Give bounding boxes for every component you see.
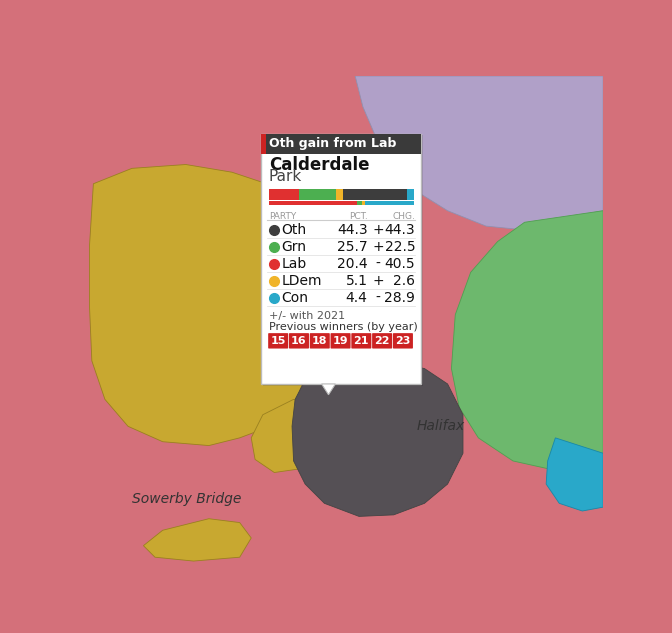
FancyBboxPatch shape: [310, 333, 330, 349]
Text: 20.4: 20.4: [337, 257, 368, 271]
Text: Halifax: Halifax: [417, 419, 465, 433]
Text: LDem: LDem: [282, 274, 322, 288]
Text: 40.5: 40.5: [384, 257, 415, 271]
FancyBboxPatch shape: [289, 333, 309, 349]
Text: +/- with 2021: +/- with 2021: [269, 311, 345, 321]
FancyBboxPatch shape: [261, 134, 421, 154]
Text: 22.5: 22.5: [384, 240, 415, 254]
Polygon shape: [292, 361, 463, 517]
Text: +: +: [372, 223, 384, 237]
Text: Grn: Grn: [282, 240, 306, 254]
Text: 44.3: 44.3: [384, 223, 415, 237]
Text: CHG.: CHG.: [392, 212, 415, 222]
Text: 25.7: 25.7: [337, 240, 368, 254]
FancyBboxPatch shape: [393, 333, 413, 349]
FancyBboxPatch shape: [366, 201, 414, 204]
Text: +: +: [372, 240, 384, 254]
Text: -: -: [376, 291, 381, 304]
FancyBboxPatch shape: [372, 333, 392, 349]
Text: 18: 18: [312, 336, 327, 346]
FancyBboxPatch shape: [269, 201, 358, 204]
Text: 28.9: 28.9: [384, 291, 415, 304]
Text: Oth: Oth: [282, 223, 306, 237]
Polygon shape: [89, 165, 317, 446]
Text: 23: 23: [395, 336, 411, 346]
Text: Lab: Lab: [282, 257, 306, 271]
FancyBboxPatch shape: [269, 189, 298, 200]
FancyBboxPatch shape: [343, 189, 407, 200]
Text: 2.6: 2.6: [393, 274, 415, 288]
FancyBboxPatch shape: [268, 333, 288, 349]
Text: PARTY: PARTY: [269, 212, 296, 222]
Polygon shape: [355, 76, 603, 230]
Text: PCT.: PCT.: [349, 212, 368, 222]
Text: 44.3: 44.3: [337, 223, 368, 237]
Polygon shape: [143, 518, 251, 561]
Text: Previous winners (by year): Previous winners (by year): [269, 322, 418, 332]
FancyBboxPatch shape: [261, 134, 266, 154]
FancyBboxPatch shape: [358, 201, 362, 204]
Polygon shape: [251, 399, 328, 472]
Polygon shape: [452, 211, 603, 468]
FancyBboxPatch shape: [331, 333, 351, 349]
Polygon shape: [546, 438, 603, 511]
Text: Sowerby Bridge: Sowerby Bridge: [132, 492, 241, 506]
FancyBboxPatch shape: [351, 333, 372, 349]
Text: 5.1: 5.1: [345, 274, 368, 288]
Text: Con: Con: [282, 291, 308, 304]
Text: 22: 22: [374, 336, 390, 346]
FancyBboxPatch shape: [336, 189, 343, 200]
Text: 15: 15: [271, 336, 286, 346]
Polygon shape: [322, 384, 335, 395]
Text: Park: Park: [269, 170, 302, 184]
FancyBboxPatch shape: [263, 135, 423, 385]
Text: 16: 16: [291, 336, 307, 346]
Text: 4.4: 4.4: [345, 291, 368, 304]
FancyBboxPatch shape: [261, 134, 421, 384]
Text: 21: 21: [353, 336, 369, 346]
Text: 19: 19: [333, 336, 348, 346]
FancyBboxPatch shape: [407, 189, 414, 200]
Text: -: -: [376, 257, 381, 271]
Text: Oth gain from Lab: Oth gain from Lab: [269, 137, 396, 150]
Text: +: +: [372, 274, 384, 288]
Text: Calderdale: Calderdale: [269, 156, 370, 173]
FancyBboxPatch shape: [362, 201, 366, 204]
FancyBboxPatch shape: [298, 189, 336, 200]
